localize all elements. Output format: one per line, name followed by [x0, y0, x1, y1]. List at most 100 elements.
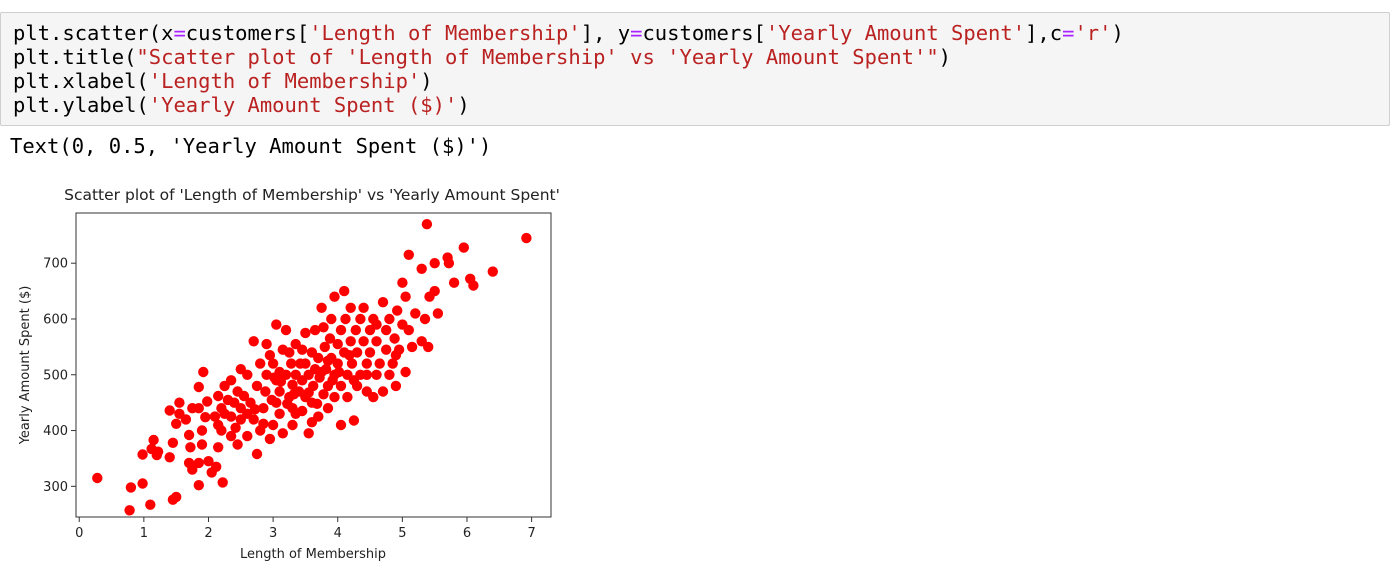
- scatter-point: [282, 398, 293, 409]
- chart-title: Scatter plot of 'Length of Membership' v…: [64, 186, 560, 204]
- scatter-point: [232, 386, 243, 397]
- scatter-point: [193, 457, 204, 469]
- scatter-point: [348, 375, 360, 386]
- scatter-point: [318, 389, 329, 400]
- y-tick-label: 400: [43, 424, 68, 439]
- scatter-point: [92, 472, 103, 484]
- scatter-point: [361, 369, 372, 380]
- code-cell[interactable]: plt.scatter(x=customers['Length of Membe…: [0, 12, 1390, 126]
- scatter-point: [429, 285, 440, 297]
- scatter-point: [381, 324, 392, 336]
- scatter-point: [368, 391, 379, 403]
- scatter-point: [196, 425, 208, 436]
- y-axis-ticks: 300 400 500 600 700: [43, 257, 76, 495]
- plot-area-frame: [75, 212, 552, 518]
- scatter-point: [251, 380, 263, 392]
- code-token: ], y: [580, 21, 631, 45]
- scatter-point: [377, 297, 389, 308]
- code-operator-token: =: [1062, 21, 1075, 45]
- scatter-point: [342, 391, 353, 403]
- scatter-point: [264, 433, 276, 445]
- scatter-point: [300, 327, 311, 339]
- code-string-token: 'Yearly Amount Spent': [765, 21, 1026, 45]
- y-tick-label: 500: [43, 368, 68, 383]
- scatter-point: [311, 398, 323, 409]
- code-token: customers[: [642, 21, 766, 45]
- scatter-point: [332, 338, 343, 350]
- scatter-point: [322, 403, 334, 414]
- scatter-point: [371, 369, 382, 380]
- scatter-point: [251, 448, 263, 460]
- scatter-point: [423, 341, 434, 353]
- scatter-point: [193, 381, 204, 393]
- code-token: ): [938, 45, 951, 69]
- scatter-point: [271, 319, 282, 330]
- y-tick-label: 600: [43, 312, 68, 327]
- scatter-point: [280, 324, 292, 336]
- scatter-point: [397, 277, 408, 288]
- scatter-point: [261, 369, 272, 380]
- scatter-point: [174, 397, 185, 408]
- scatter-point: [400, 366, 411, 378]
- scatter-point: [371, 319, 382, 330]
- code-operator-token: =: [173, 21, 186, 45]
- scatter-point: [145, 499, 156, 510]
- scatter-point: [406, 341, 418, 353]
- scatter-point: [316, 302, 327, 313]
- scatter-point: [303, 387, 314, 398]
- scatter-point: [306, 417, 318, 428]
- scatter-point: [255, 358, 266, 369]
- scatter-point: [202, 396, 213, 407]
- scatter-point: [346, 358, 358, 369]
- x-tick-label: 7: [527, 526, 535, 541]
- scatter-point: [125, 482, 137, 493]
- scatter-point: [335, 380, 347, 392]
- scatter-point: [329, 291, 340, 302]
- code-line: plt.ylabel('Yearly Amount Spent ($)'): [13, 93, 470, 117]
- scatter-point: [390, 380, 402, 392]
- scatter-point: [324, 333, 336, 344]
- scatter-point: [419, 313, 431, 325]
- code-string-token: 'r': [1074, 21, 1112, 45]
- scatter-point: [364, 347, 376, 358]
- code-token: plt.scatter(x: [13, 21, 174, 45]
- scatter-point: [344, 350, 355, 361]
- scatter-point: [384, 369, 395, 380]
- scatter-point: [381, 344, 392, 355]
- scatter-point: [264, 350, 276, 361]
- scatter-point: [217, 477, 228, 488]
- scatter-point: [187, 464, 198, 475]
- scatter-point: [274, 386, 285, 397]
- scatter-point: [355, 313, 366, 325]
- code-token: plt.ylabel(: [13, 93, 149, 117]
- scatter-point: [329, 391, 340, 403]
- scatter-point: [416, 263, 427, 274]
- scatter-point: [316, 366, 327, 378]
- code-string-token: 'Length of Membership': [309, 21, 581, 45]
- scatter-point: [333, 366, 345, 378]
- scatter-point: [267, 358, 279, 369]
- scatter-point: [277, 428, 288, 439]
- scatter-point: [392, 305, 403, 316]
- data-points: [92, 219, 532, 516]
- scatter-point: [213, 442, 224, 453]
- scatter-point: [137, 449, 148, 460]
- scatter-point: [443, 258, 455, 269]
- scatter-point: [203, 456, 214, 467]
- cell-output-text: Text(0, 0.5, 'Yearly Amount Spent ($)'): [10, 134, 492, 158]
- scatter-point: [225, 430, 237, 442]
- scatter-point: [377, 386, 389, 397]
- code-token: plt.xlabel(: [13, 69, 149, 93]
- scatter-point: [432, 308, 444, 319]
- scatter-point: [269, 372, 280, 383]
- scatter-point: [322, 355, 334, 366]
- code-operator-token: =: [630, 21, 643, 45]
- scatter-point: [248, 336, 259, 347]
- code-line: plt.scatter(x=customers['Length of Membe…: [13, 21, 1124, 45]
- x-tick-label: 0: [75, 526, 83, 541]
- scatter-point: [287, 419, 298, 431]
- scatter-point: [167, 437, 179, 448]
- scatter-point: [171, 418, 182, 429]
- scatter-point: [448, 277, 460, 288]
- scatter-point: [339, 285, 350, 297]
